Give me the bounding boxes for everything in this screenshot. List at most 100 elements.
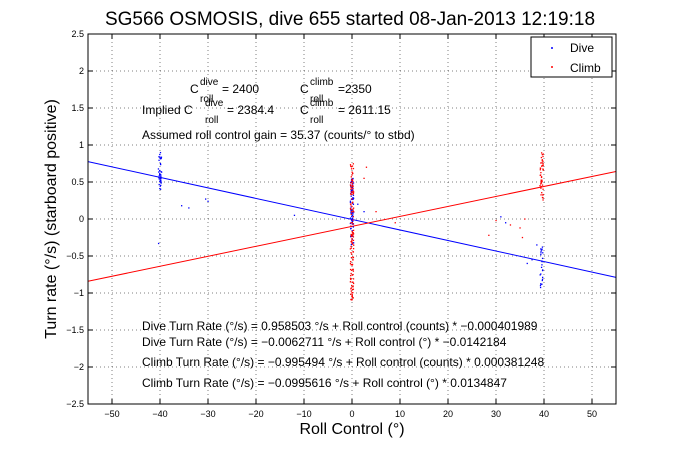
climb-point	[351, 181, 353, 184]
dive-point	[159, 151, 162, 154]
climb-point	[488, 234, 490, 236]
climb-point	[542, 153, 544, 155]
dive-point	[350, 243, 353, 246]
x-tick-label: 50	[587, 409, 597, 419]
dive-point	[540, 266, 543, 269]
y-tick-label: 1.5	[71, 103, 84, 113]
dive-point	[352, 197, 355, 199]
climb-point	[352, 193, 354, 195]
dive-point	[350, 206, 352, 208]
climb-point	[351, 184, 354, 187]
dive-point	[352, 182, 355, 184]
dive-point	[158, 183, 160, 186]
climb-point	[363, 177, 365, 179]
climb-point	[352, 239, 355, 242]
climb-point	[541, 180, 543, 183]
climb-point	[540, 185, 542, 188]
dive-point	[205, 198, 207, 200]
climb-point	[540, 174, 542, 176]
c-dive-value: = 2400	[222, 82, 259, 96]
climb-point	[350, 235, 353, 237]
roll-gain-text: Assumed roll control gain = 35.37 (count…	[142, 128, 415, 142]
legend-marker-climb	[551, 66, 553, 68]
implied-dive-sup: dive	[205, 98, 224, 109]
dive-point	[159, 180, 161, 183]
dive-point	[159, 157, 161, 159]
dive-point	[541, 283, 543, 285]
implied-dive-sub: roll	[205, 115, 218, 126]
climb-point	[350, 234, 353, 236]
dive-point	[160, 182, 162, 184]
climb-point	[540, 187, 542, 189]
climb-point	[350, 272, 352, 275]
dive-point	[350, 195, 352, 197]
dive-point	[350, 212, 352, 215]
climb-point	[350, 251, 352, 254]
climb-point	[352, 223, 354, 225]
climb-point	[350, 188, 352, 190]
dive-point	[540, 273, 542, 275]
x-tick-label: 0	[349, 409, 354, 419]
legend-marker-dive	[551, 47, 553, 49]
dive-point	[540, 248, 542, 250]
dive-point	[160, 180, 162, 182]
climb-point	[351, 237, 353, 240]
dive-point	[159, 188, 162, 190]
climb-point	[541, 159, 543, 161]
dive-point	[540, 283, 542, 285]
climb-point	[542, 194, 544, 196]
climb-point	[539, 167, 542, 169]
climb-point	[540, 182, 543, 184]
climb-point	[349, 248, 352, 250]
dive-point	[351, 215, 353, 217]
dive-point	[505, 222, 507, 224]
equation-climb-degrees: Climb Turn Rate (°/s) = −0.0995616 °/s +…	[142, 376, 507, 390]
climb-point	[353, 211, 355, 213]
x-tick-label: 30	[491, 409, 501, 419]
climb-point	[540, 156, 543, 159]
climb-point	[349, 293, 352, 295]
dive-point	[159, 185, 161, 187]
dive-point	[352, 242, 355, 244]
dive-point	[158, 171, 160, 173]
climb-point	[352, 285, 354, 287]
climb-point	[350, 165, 352, 167]
dive-point	[352, 235, 354, 237]
dive-point	[159, 169, 161, 172]
climb-point	[541, 162, 543, 164]
dive-point	[160, 157, 162, 159]
climb-point	[350, 208, 352, 211]
climb-point	[349, 207, 352, 210]
y-tick-label: −1	[74, 288, 84, 298]
dive-point	[349, 201, 352, 203]
dive-point	[159, 156, 161, 158]
climb-point	[352, 273, 354, 276]
dive-point	[541, 257, 544, 260]
climb-point	[351, 198, 353, 200]
dive-point	[349, 217, 352, 219]
dive-point	[531, 259, 533, 261]
climb-point	[350, 260, 352, 263]
climb-point	[351, 187, 353, 189]
dive-point	[541, 264, 543, 266]
climb-point	[352, 219, 354, 221]
climb-point	[352, 268, 354, 271]
dive-point	[207, 200, 209, 202]
equation-dive-counts: Dive Turn Rate (°/s) = 0.958503 °/s + Ro…	[142, 319, 538, 333]
climb-point	[350, 241, 352, 243]
climb-point	[351, 274, 354, 276]
dive-point	[351, 218, 354, 220]
dive-point	[351, 217, 354, 219]
climb-point	[352, 291, 354, 294]
climb-point	[351, 191, 353, 194]
implied-climb-prefix: C	[300, 103, 309, 117]
climb-point	[352, 282, 355, 285]
climb-point	[521, 236, 524, 239]
y-tick-label: −2.5	[66, 399, 84, 409]
climb-point	[352, 192, 355, 194]
climb-point	[349, 262, 352, 265]
climb-point	[352, 172, 354, 175]
climb-point	[542, 169, 544, 171]
dive-point	[541, 246, 544, 248]
c-dive-prefix: C	[190, 82, 199, 96]
